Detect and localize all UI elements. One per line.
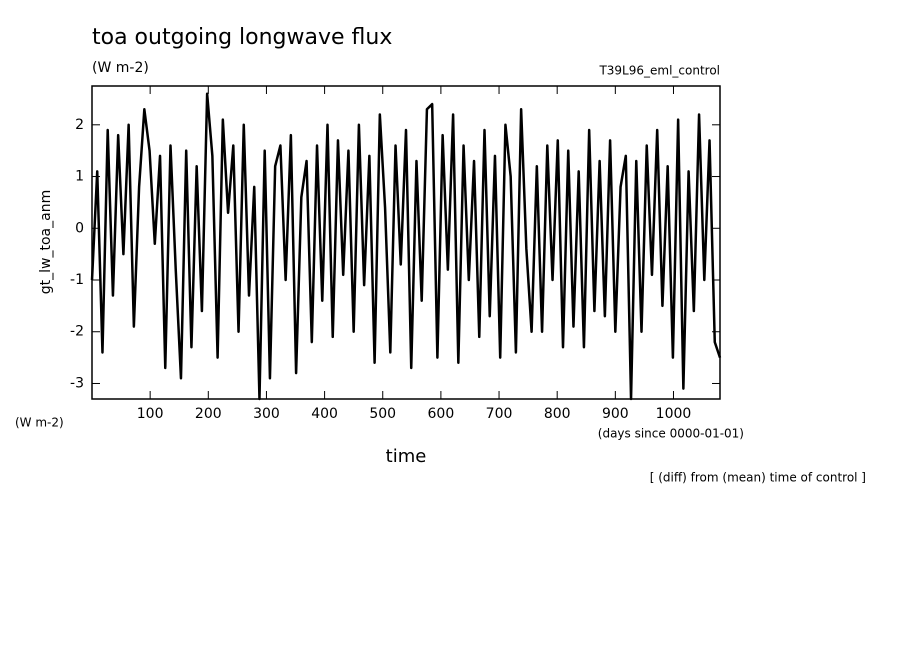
x-tick-label: 1000 xyxy=(656,406,692,422)
series-line xyxy=(90,92,722,401)
note: [ (diff) from (mean) time of control ] xyxy=(650,471,866,485)
y-tick-label: 1 xyxy=(75,169,84,185)
x-tick-label: 400 xyxy=(311,406,338,422)
x-tick-label: 200 xyxy=(195,406,222,422)
x-unit: (days since 0000-01-01) xyxy=(598,427,744,441)
y-axis-label: gt_lw_toa_anm xyxy=(38,190,54,294)
x-tick-label: 800 xyxy=(544,406,571,422)
plot-frame xyxy=(91,85,721,400)
y-tick-label: -2 xyxy=(70,324,84,340)
subtitle: (W m-2) xyxy=(92,60,149,76)
chart-title: toa outgoing longwave flux xyxy=(92,25,392,50)
y-tick-label: 2 xyxy=(75,117,84,133)
x-tick-label: 300 xyxy=(253,406,280,422)
x-axis-label: time xyxy=(386,446,427,467)
x-tick-label: 100 xyxy=(137,406,164,422)
x-tick-label: 500 xyxy=(369,406,396,422)
y-tick-label: -3 xyxy=(70,375,84,391)
x-tick-label: 600 xyxy=(428,406,455,422)
x-tick-label: 700 xyxy=(486,406,513,422)
y-tick-label: -1 xyxy=(70,272,84,288)
y-unit: (W m-2) xyxy=(15,416,64,430)
y-tick-label: 0 xyxy=(75,220,84,236)
x-tick-label: 900 xyxy=(602,406,629,422)
annotation: T39L96_eml_control xyxy=(598,64,720,78)
